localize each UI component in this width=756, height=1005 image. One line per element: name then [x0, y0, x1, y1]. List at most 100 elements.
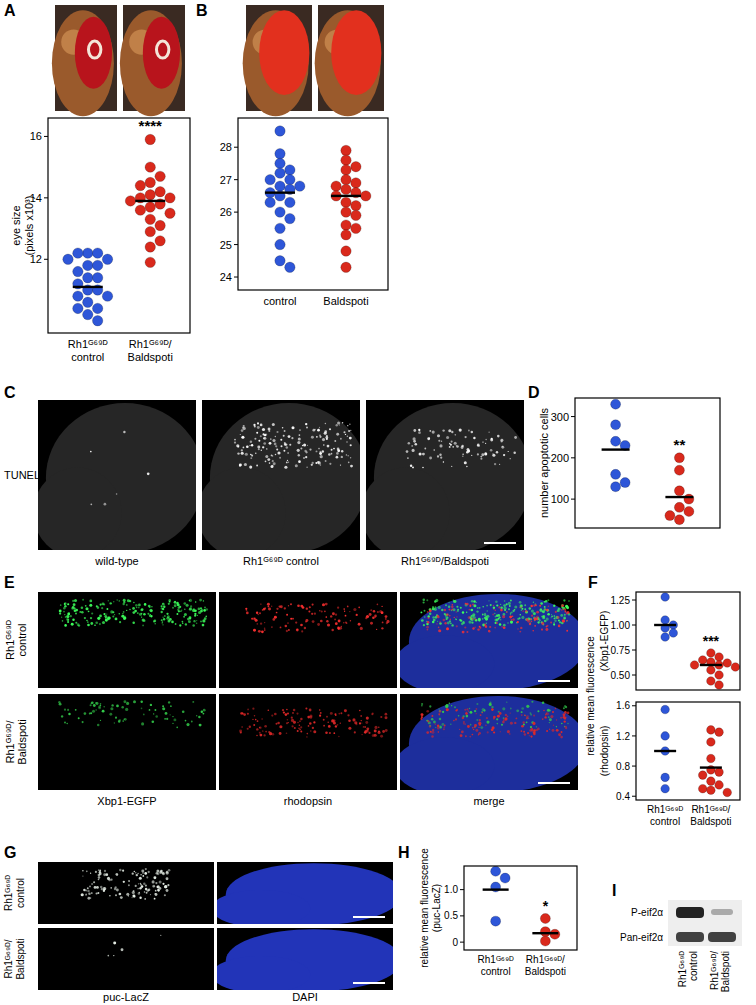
- signal: [182, 621, 184, 623]
- data-point: [341, 184, 351, 194]
- signal: [107, 955, 109, 957]
- signal: [297, 441, 300, 444]
- signal: [438, 606, 441, 609]
- signal: [119, 621, 121, 623]
- x-tick-label: Rh1ᴳ⁶⁹ᴰcontrol: [68, 338, 108, 363]
- signal: [119, 600, 120, 601]
- signal: [456, 625, 458, 627]
- y-tick: [460, 942, 464, 943]
- signal: [336, 456, 339, 459]
- data-point: [707, 649, 716, 658]
- signal: [268, 608, 271, 611]
- y-tick: [234, 147, 238, 148]
- y-tick-label: 300: [551, 411, 569, 423]
- blot-band: [711, 909, 733, 915]
- signal: [84, 617, 86, 619]
- micrograph: [400, 592, 578, 688]
- signal: [148, 871, 150, 873]
- signal: [75, 622, 77, 624]
- signal: [284, 443, 287, 446]
- signal: [507, 716, 509, 718]
- signal: [262, 428, 265, 431]
- signal: [93, 881, 95, 883]
- scale-bar: [353, 916, 385, 918]
- data-point: [707, 666, 716, 675]
- signal: [66, 618, 69, 621]
- signal: [316, 450, 318, 452]
- signal: [169, 714, 170, 715]
- signal: [426, 599, 428, 601]
- signal: [68, 713, 70, 715]
- signal: [287, 460, 288, 461]
- signal: [193, 620, 196, 623]
- text-line: control: [16, 623, 28, 656]
- signal: [330, 615, 332, 617]
- signal: [563, 617, 566, 620]
- signal: [407, 457, 409, 459]
- signal: [282, 709, 284, 711]
- signal: [335, 614, 337, 616]
- signal: [560, 717, 562, 719]
- panel-letter: H: [398, 844, 410, 861]
- signal: [466, 612, 467, 613]
- signal: [481, 711, 483, 713]
- signal: [431, 731, 434, 734]
- signal: [104, 503, 107, 506]
- signal: [438, 629, 441, 632]
- signal: [157, 889, 159, 891]
- signal: [478, 619, 480, 621]
- signal: [556, 719, 557, 720]
- data-point: [351, 200, 361, 210]
- signal: [547, 613, 550, 616]
- signal: [177, 609, 179, 611]
- signal: [58, 701, 60, 703]
- signal: [521, 711, 522, 712]
- signal: [457, 610, 459, 612]
- signal: [456, 709, 458, 711]
- signal: [566, 620, 568, 622]
- x-tick-label: Rh1ᴳ⁶⁹ᴰcontrol: [478, 954, 515, 977]
- y-axis-label: relative mean fluorescence: [585, 636, 596, 756]
- plot-frame: [575, 398, 720, 528]
- signal: [174, 601, 177, 604]
- signal: [247, 728, 249, 730]
- signal: [64, 624, 67, 627]
- signal: [564, 726, 567, 729]
- signal: [255, 719, 257, 721]
- signal: [272, 439, 275, 442]
- signal: [448, 602, 449, 603]
- signal: [533, 602, 534, 603]
- data-point: [491, 916, 501, 926]
- signal: [91, 892, 93, 894]
- signal: [168, 599, 170, 601]
- signal: [144, 603, 147, 606]
- signal: [162, 624, 163, 625]
- signal: [279, 725, 282, 728]
- signal: [87, 624, 90, 627]
- signal: [295, 621, 297, 623]
- data-point: [92, 273, 102, 283]
- signal: [152, 721, 155, 724]
- signal: [271, 715, 273, 717]
- signal: [462, 454, 463, 455]
- text-line: Baldspoti: [323, 295, 368, 307]
- signal: [276, 448, 278, 450]
- signal: [286, 722, 288, 724]
- data-point: [155, 220, 165, 230]
- signal: [477, 629, 479, 631]
- signal: [133, 700, 136, 703]
- signal: [90, 704, 92, 706]
- data-point: [715, 768, 724, 777]
- signal: [564, 705, 566, 707]
- signal: [138, 883, 139, 884]
- signal: [525, 618, 528, 621]
- signal: [146, 876, 148, 878]
- signal: [70, 615, 72, 617]
- signal: [126, 893, 129, 896]
- signal: [98, 876, 101, 879]
- signal: [542, 616, 545, 619]
- signal: [84, 712, 87, 715]
- signal: [482, 606, 484, 608]
- signal: [275, 445, 277, 447]
- signal: [73, 603, 76, 606]
